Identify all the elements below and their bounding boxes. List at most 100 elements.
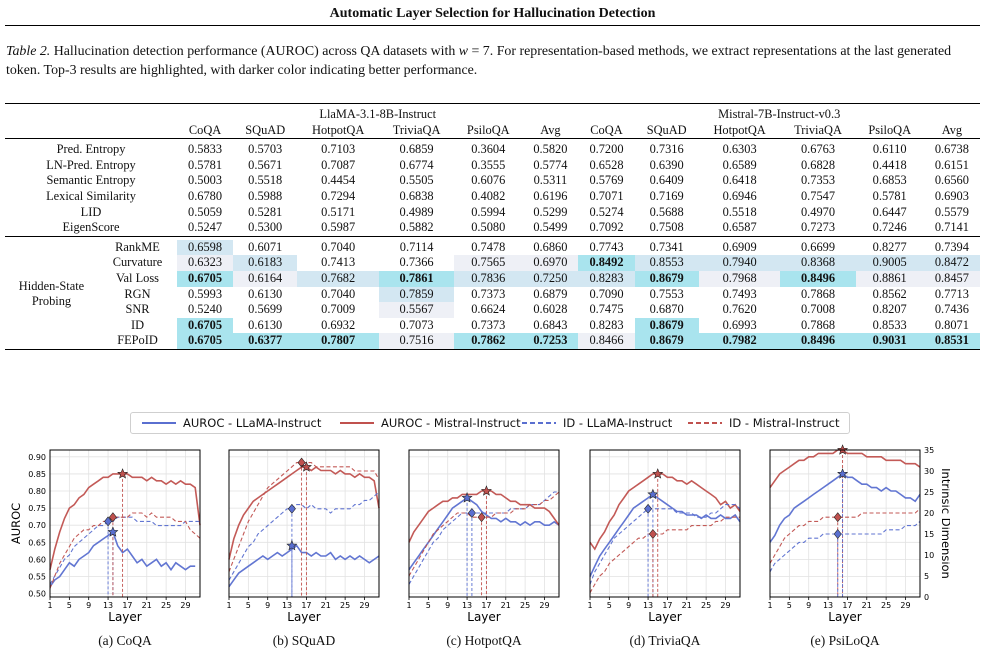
table-cell: 0.5993: [188, 286, 223, 301]
table-cell: 0.6409: [649, 173, 684, 188]
x-tick-label: 17: [301, 601, 311, 610]
table-cell: 0.6909: [722, 239, 757, 254]
plot-frame: [589, 449, 741, 598]
table-cell: 0.7478: [471, 239, 506, 254]
y-axis-label-left: AUROC: [9, 503, 23, 544]
column-header: SQuAD: [245, 122, 286, 137]
table-cell: 0.8533: [872, 317, 907, 332]
table-cell: 0.6763: [800, 142, 836, 157]
x-tick-label: 5: [67, 601, 72, 610]
table-cell: 0.8492: [578, 255, 635, 271]
legend-item: ID - Mistral-Instruct: [687, 416, 839, 430]
y-tick-label-right: 5: [924, 572, 929, 581]
table-cell: 0.4454: [321, 173, 356, 188]
x-tick-label: 9: [806, 601, 811, 610]
table-cell: 0.6828: [800, 157, 836, 172]
subfigure-caption: (c) HotpotQA: [446, 633, 522, 648]
series-line: [228, 466, 380, 560]
chart-panel: 1 5 9 13 17 21 25 29 Layer: [406, 449, 560, 624]
table-cell: 0.5688: [649, 204, 684, 219]
probing-group-line: Hidden-State: [18, 279, 85, 294]
chart-legend: AUROC - LLaMA-Instruct AUROC - Mistral-In…: [130, 412, 850, 434]
table-cell: 0.3555: [471, 157, 506, 172]
x-tick-label: 29: [900, 601, 910, 610]
y-tick-label-right: 15: [924, 530, 934, 539]
table-cell: 0.8071: [934, 317, 969, 332]
plot-frame: [769, 449, 921, 598]
table-cell: 0.7253: [522, 333, 579, 350]
table-row: LID 0.5059 0.5281 0.5171 0.4989 0.5994 0.5299 0…: [5, 205, 980, 221]
table-cell: 0.8207: [872, 302, 907, 317]
table-cell: 0.8679: [634, 270, 699, 287]
table-cell: 0.6598: [177, 239, 234, 256]
method-name: RankME: [115, 239, 160, 254]
star-marker: [647, 488, 659, 500]
series-line: [589, 504, 741, 585]
x-tick-label: 21: [142, 601, 152, 610]
legend-item: ID - LLaMA-Instruct: [521, 416, 672, 430]
x-tick-label: 13: [282, 601, 292, 610]
series-line: [589, 493, 741, 577]
table-cell: 0.7682: [297, 270, 379, 287]
legend-swatch: [340, 422, 374, 424]
model-group-header: LlaMA-3.1-8B-Instruct Mistral-7B-Instruct…: [5, 107, 980, 123]
legend-label: ID - Mistral-Instruct: [729, 416, 840, 430]
table-cell: 0.6993: [722, 317, 757, 332]
method-name: RGN: [124, 286, 151, 301]
table-cell: 0.6447: [872, 204, 907, 219]
caption-text-a: Hallucination detection performance (AUR…: [50, 44, 459, 59]
table-cell: 0.5240: [188, 302, 223, 317]
table-cell: 0.3604: [471, 142, 506, 157]
table-cell: 0.6560: [934, 173, 969, 188]
table-cell: 0.6589: [722, 157, 757, 172]
table-cell: 0.6377: [233, 333, 298, 350]
y-tick-label: 0.85: [28, 470, 46, 479]
table-cell: 0.7475: [589, 302, 624, 317]
series-line: [228, 544, 380, 588]
method-name: EigenScore: [62, 220, 120, 235]
x-tick-label: 5: [607, 601, 612, 610]
table-cell: 0.6303: [722, 142, 757, 157]
table-cell: 0.8283: [589, 317, 624, 332]
star-marker: [480, 485, 492, 496]
table-rule: [5, 235, 980, 240]
caption-text-b: = 7. For representation-based methods, w…: [6, 44, 952, 78]
method-name: Val Loss: [115, 270, 160, 285]
x-tick-label: 25: [881, 601, 891, 610]
table-cell: 0.8861: [855, 270, 924, 287]
table-cell: 0.8466: [578, 333, 635, 350]
x-tick-label: 21: [682, 601, 692, 610]
table-cell: 0.7836: [454, 270, 523, 287]
series-line: [769, 449, 921, 489]
x-tick-label: 9: [626, 601, 631, 610]
table-row: FEPoID 0.6705 0.6377 0.7807 0.7516 0.7862 0.72…: [5, 333, 980, 350]
subfigure-caption: (b) SQuAD: [272, 633, 336, 648]
legend-label: ID - LLaMA-Instruct: [563, 416, 673, 430]
table-cell: 0.6110: [872, 142, 907, 157]
table-cell: 0.5987: [321, 220, 356, 235]
method-name: Curvature: [112, 255, 163, 270]
table-cell: 0.5003: [188, 173, 223, 188]
diamond-marker: [104, 516, 113, 527]
table-cell: 0.5311: [533, 173, 568, 188]
x-tick-label: 1: [226, 601, 231, 610]
table-cell: 0.5080: [471, 220, 506, 235]
x-tick-label: 5: [787, 601, 792, 610]
plot-area: 1 5 9 13 17 21 25 29Layer05101520253035Intrinsi…: [767, 444, 950, 624]
table-cell: 0.6076: [471, 173, 506, 188]
series-line: [769, 508, 921, 564]
x-tick-label: 17: [481, 601, 491, 610]
subfigure-caption: (e) PsiLoQA: [810, 633, 880, 648]
table-cell: 0.6859: [399, 142, 434, 157]
table-row: EigenScore 0.5247 0.5300 0.5987 0.5882 0.5080…: [5, 220, 980, 236]
legend-item: AUROC - Mistral-Instruct: [339, 416, 521, 430]
x-tick-label: 5: [246, 601, 251, 610]
table-cell: 0.6705: [177, 270, 234, 287]
table-cell: 0.6774: [399, 157, 434, 172]
x-tick-label: 13: [462, 601, 472, 610]
table-caption: Table 2. Hallucination detection perform…: [6, 42, 981, 80]
y-tick-label-right: 20: [924, 509, 934, 518]
table-cell: 0.7394: [934, 239, 969, 254]
table-cell: 0.8277: [872, 239, 907, 254]
x-tick-label: 29: [720, 601, 730, 610]
